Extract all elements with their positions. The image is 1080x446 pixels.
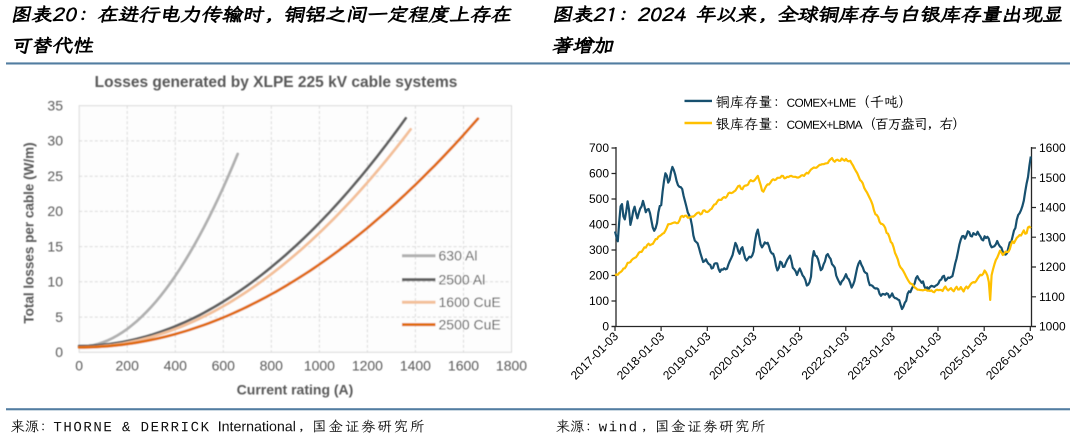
svg-text:1500: 1500 xyxy=(1039,171,1066,185)
svg-text:15: 15 xyxy=(47,238,63,254)
svg-text:1200: 1200 xyxy=(1039,260,1066,274)
svg-text:100: 100 xyxy=(589,294,609,308)
svg-text:35: 35 xyxy=(47,98,63,114)
svg-text:300: 300 xyxy=(589,243,609,257)
svg-text:25: 25 xyxy=(47,168,63,184)
svg-text:500: 500 xyxy=(589,192,609,206)
svg-text:1200: 1200 xyxy=(352,358,383,374)
svg-text:Total losses per cable (W/m): Total losses per cable (W/m) xyxy=(22,142,37,323)
svg-text:400: 400 xyxy=(589,218,609,232)
svg-text:2500 CuE: 2500 CuE xyxy=(439,317,501,333)
svg-text:1400: 1400 xyxy=(400,358,431,374)
svg-text:5: 5 xyxy=(55,309,63,325)
svg-text:1400: 1400 xyxy=(1039,201,1066,215)
svg-text:200: 200 xyxy=(116,358,140,374)
svg-text:1600: 1600 xyxy=(448,358,479,374)
svg-text:700: 700 xyxy=(589,141,609,155)
svg-text:1800: 1800 xyxy=(496,358,527,374)
svg-text:Losses generated by XLPE 225 k: Losses generated by XLPE 225 kV cable sy… xyxy=(95,74,458,91)
svg-text:1600 CuE: 1600 CuE xyxy=(439,294,501,310)
svg-text:600: 600 xyxy=(212,358,236,374)
svg-text:600: 600 xyxy=(589,167,609,181)
svg-text:200: 200 xyxy=(589,269,609,283)
svg-text:20: 20 xyxy=(47,203,63,219)
svg-text:1600: 1600 xyxy=(1039,141,1066,155)
svg-text:400: 400 xyxy=(164,358,188,374)
svg-text:0: 0 xyxy=(55,344,63,360)
svg-text:1000: 1000 xyxy=(1039,320,1066,334)
svg-text:Current rating (A): Current rating (A) xyxy=(237,382,354,398)
svg-text:0: 0 xyxy=(602,320,609,334)
svg-text:1000: 1000 xyxy=(304,358,335,374)
svg-text:30: 30 xyxy=(47,133,63,149)
svg-text:630 Al: 630 Al xyxy=(439,248,478,264)
svg-text:0: 0 xyxy=(75,358,83,374)
svg-text:800: 800 xyxy=(260,358,284,374)
svg-text:1100: 1100 xyxy=(1039,290,1065,304)
svg-text:1300: 1300 xyxy=(1039,230,1066,244)
svg-text:10: 10 xyxy=(47,274,63,290)
svg-text:2500 Al: 2500 Al xyxy=(439,272,486,288)
